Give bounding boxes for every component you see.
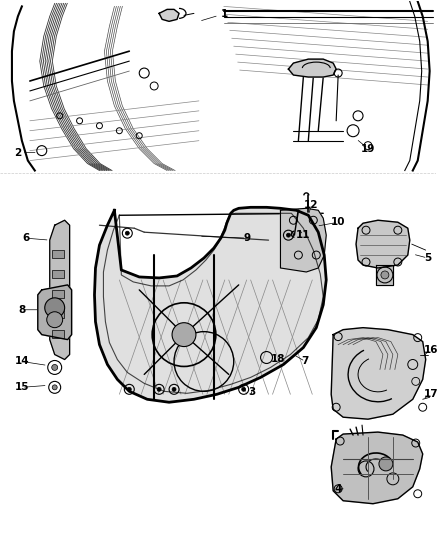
Polygon shape xyxy=(0,2,219,171)
Text: 8: 8 xyxy=(18,305,25,315)
Polygon shape xyxy=(356,220,410,268)
Circle shape xyxy=(127,387,131,391)
Text: 1: 1 xyxy=(221,10,228,19)
Text: 19: 19 xyxy=(361,143,375,154)
Polygon shape xyxy=(50,220,70,359)
Circle shape xyxy=(381,271,389,279)
Circle shape xyxy=(125,231,129,235)
Circle shape xyxy=(52,365,58,370)
FancyBboxPatch shape xyxy=(52,250,64,258)
Polygon shape xyxy=(289,59,336,77)
Polygon shape xyxy=(280,208,326,272)
Text: 15: 15 xyxy=(14,382,29,392)
Circle shape xyxy=(286,233,290,237)
FancyBboxPatch shape xyxy=(52,329,64,337)
Polygon shape xyxy=(331,328,426,419)
Circle shape xyxy=(52,385,57,390)
Polygon shape xyxy=(159,10,179,21)
Text: 18: 18 xyxy=(271,354,286,365)
Text: 5: 5 xyxy=(424,253,431,263)
Circle shape xyxy=(172,387,176,391)
Text: 2: 2 xyxy=(14,148,21,158)
FancyBboxPatch shape xyxy=(52,270,64,278)
Circle shape xyxy=(172,322,196,346)
FancyBboxPatch shape xyxy=(52,290,64,298)
Text: 14: 14 xyxy=(14,357,29,367)
Text: 11: 11 xyxy=(296,230,311,240)
Circle shape xyxy=(45,298,65,318)
Polygon shape xyxy=(331,432,423,504)
Text: 9: 9 xyxy=(243,233,250,243)
Text: 4: 4 xyxy=(335,484,342,494)
Circle shape xyxy=(242,387,246,391)
Text: 17: 17 xyxy=(424,389,438,399)
Text: 3: 3 xyxy=(248,387,255,397)
Circle shape xyxy=(379,457,393,471)
Text: 6: 6 xyxy=(22,233,29,243)
Text: 7: 7 xyxy=(302,357,309,367)
FancyBboxPatch shape xyxy=(52,310,64,318)
Polygon shape xyxy=(340,220,430,335)
Polygon shape xyxy=(38,285,71,340)
Polygon shape xyxy=(219,2,436,171)
Circle shape xyxy=(157,387,161,391)
Circle shape xyxy=(47,312,63,328)
Polygon shape xyxy=(328,434,430,529)
Polygon shape xyxy=(95,207,326,402)
Text: 10: 10 xyxy=(331,217,346,227)
Polygon shape xyxy=(376,265,393,285)
Text: 16: 16 xyxy=(424,344,438,354)
Text: 12: 12 xyxy=(304,200,318,211)
Polygon shape xyxy=(328,329,430,434)
